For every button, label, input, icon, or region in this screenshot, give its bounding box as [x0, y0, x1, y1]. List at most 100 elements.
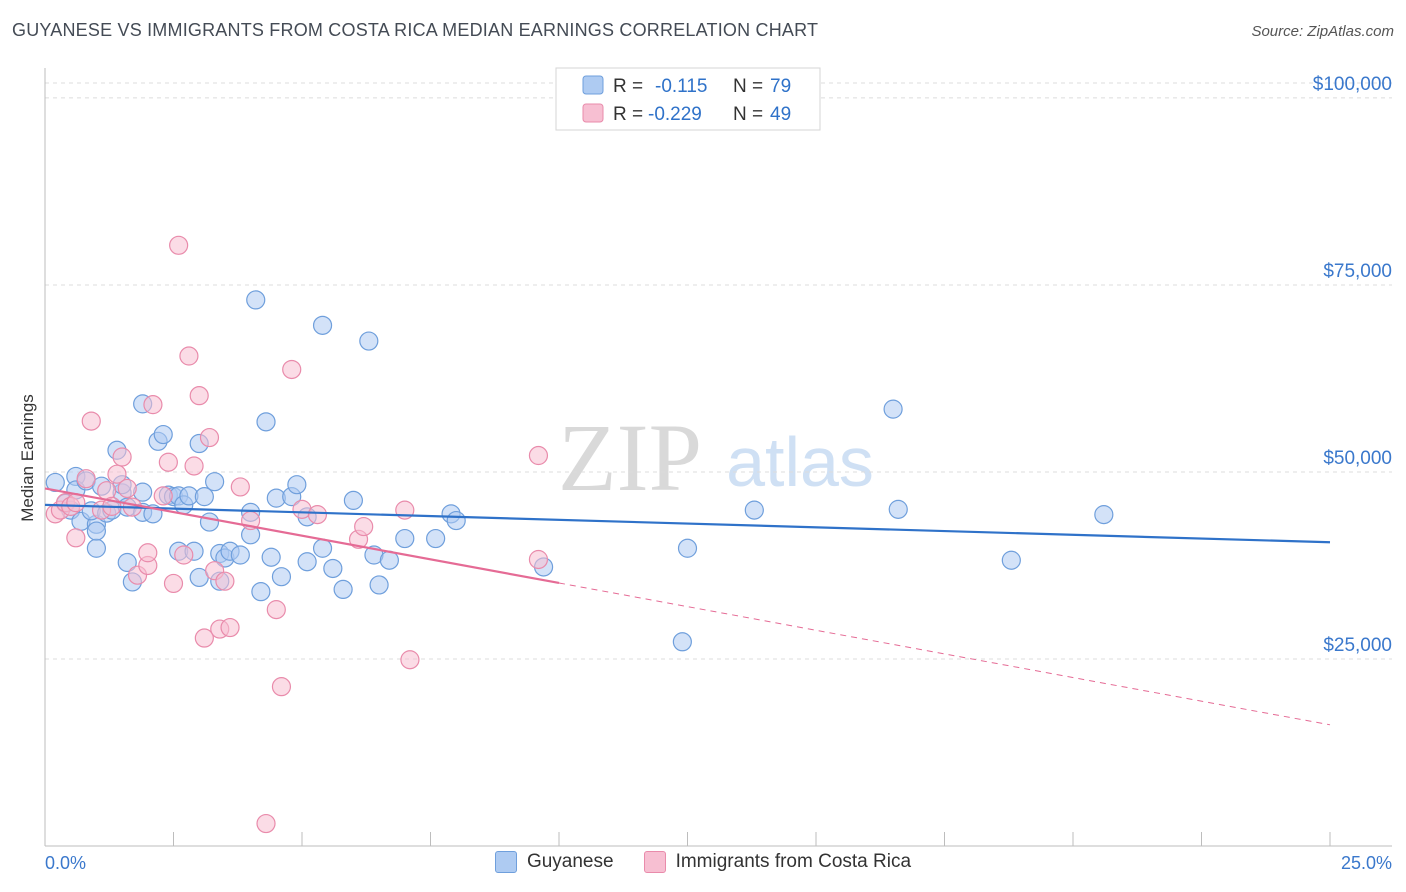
point-guyanese: [251, 582, 271, 602]
point-costa-rica: [179, 346, 199, 366]
point-guyanese: [312, 538, 333, 558]
stats-r-label-0: R =: [613, 76, 643, 97]
point-costa-rica: [169, 235, 189, 255]
point-costa-rica: [143, 395, 163, 415]
point-costa-rica: [112, 447, 132, 467]
point-guyanese: [256, 412, 276, 432]
y-tick-label: $25,000: [1323, 635, 1392, 656]
y-tick-labels: $25,000 $50,000 $75,000 $100,000: [1313, 74, 1392, 656]
point-costa-rica: [174, 545, 194, 565]
point-costa-rica: [271, 677, 292, 697]
point-guyanese: [45, 472, 65, 493]
point-costa-rica: [117, 478, 137, 499]
stats-n-value-1: 49: [770, 104, 791, 125]
stats-swatch-guyanese: [582, 75, 604, 95]
point-guyanese: [672, 632, 692, 652]
trend-lines: [44, 487, 1331, 726]
point-costa-rica: [194, 628, 214, 648]
point-guyanese: [369, 575, 389, 595]
stats-r-label-1: R =: [613, 104, 643, 125]
point-guyanese: [261, 547, 281, 567]
point-costa-rica: [107, 464, 127, 484]
point-costa-rica: [230, 477, 250, 497]
point-costa-rica: [400, 650, 420, 670]
point-costa-rica: [528, 549, 549, 570]
point-guyanese: [287, 475, 307, 495]
point-guyanese: [153, 424, 173, 445]
point-guyanese: [426, 528, 446, 549]
point-costa-rica: [528, 445, 549, 466]
watermark-zip: ZIP: [558, 404, 702, 511]
trend-line-costa-rica: [44, 487, 560, 585]
stats-n-value-0: 79: [770, 76, 791, 97]
point-costa-rica: [266, 600, 286, 620]
point-guyanese: [86, 538, 107, 558]
stats-legend: R = -0.115 N = 79 R = -0.229 N = 49: [555, 67, 821, 131]
x-ticks: [173, 832, 1331, 846]
point-guyanese: [205, 472, 225, 492]
point-costa-rica: [215, 571, 235, 591]
stats-r-value-1: -0.229: [648, 104, 702, 125]
point-guyanese: [271, 567, 292, 587]
chart-title: GUYANESE VS IMMIGRANTS FROM COSTA RICA M…: [12, 20, 819, 40]
legend-swatch-costa-rica: [643, 851, 666, 873]
stats-swatch-costa-rica: [582, 103, 604, 123]
point-guyanese: [230, 545, 250, 565]
point-guyanese: [883, 399, 903, 419]
point-guyanese: [395, 528, 415, 549]
point-costa-rica: [282, 359, 302, 380]
point-costa-rica: [256, 813, 276, 834]
point-costa-rica: [354, 516, 374, 537]
point-costa-rica: [184, 456, 204, 476]
axes: [44, 68, 1392, 847]
trend-line-guyanese: [44, 503, 1331, 544]
point-costa-rica: [66, 528, 86, 548]
y-tick-label: $50,000: [1323, 448, 1392, 469]
point-guyanese: [246, 290, 266, 310]
y-tick-label: $75,000: [1323, 261, 1392, 282]
stats-n-label-1: N =: [733, 104, 763, 125]
x-tick-label-max: 25.0%: [1341, 853, 1392, 873]
legend-label-costa-rica: Immigrants from Costa Rica: [675, 851, 912, 872]
point-costa-rica: [153, 486, 173, 506]
point-guyanese: [1001, 550, 1021, 570]
point-guyanese: [744, 500, 764, 520]
point-guyanese: [199, 512, 220, 532]
point-guyanese: [1094, 505, 1114, 525]
legend-item-guyanese[interactable]: Guyanese: [494, 851, 614, 873]
point-costa-rica: [138, 543, 158, 563]
y-tick-label: $100,000: [1313, 74, 1392, 95]
point-guyanese: [333, 579, 353, 600]
point-guyanese: [343, 490, 363, 510]
stats-n-label-0: N =: [733, 76, 763, 97]
point-costa-rica: [163, 573, 184, 594]
point-costa-rica: [81, 411, 101, 431]
point-guyanese: [312, 315, 333, 335]
point-costa-rica: [199, 427, 220, 448]
data-points: [45, 235, 1114, 834]
x-tick-label-min: 0.0%: [45, 853, 86, 873]
source-label: Source: ZipAtlas.com: [1251, 23, 1394, 40]
y-axis-label: Median Earnings: [18, 394, 37, 522]
point-guyanese: [677, 538, 698, 558]
legend-item-costa-rica[interactable]: Immigrants from Costa Rica: [643, 851, 912, 873]
point-costa-rica: [189, 386, 209, 406]
point-costa-rica: [76, 469, 96, 489]
point-guyanese: [446, 510, 466, 531]
point-guyanese: [194, 487, 214, 507]
legend-label-guyanese: Guyanese: [526, 851, 614, 872]
point-costa-rica: [307, 505, 328, 525]
bottom-legend: Guyanese Immigrants from Costa Rica: [0, 851, 1406, 873]
point-guyanese: [86, 521, 107, 541]
point-guyanese: [117, 552, 137, 573]
legend-swatch-guyanese: [494, 851, 517, 873]
point-costa-rica: [220, 617, 240, 638]
point-guyanese: [297, 552, 317, 572]
point-guyanese: [888, 499, 908, 519]
point-guyanese: [359, 331, 379, 351]
point-guyanese: [323, 558, 343, 579]
watermark-atlas: atlas: [726, 423, 874, 501]
trend-line-costa-rica-extension: [558, 582, 1331, 726]
stats-r-value-0: -0.115: [655, 76, 707, 97]
